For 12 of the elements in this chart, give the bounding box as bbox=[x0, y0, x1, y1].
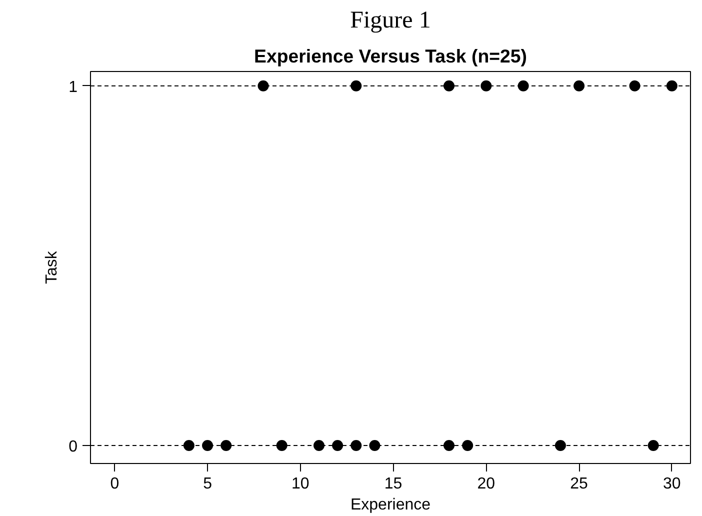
y-axis-title: Task bbox=[44, 250, 61, 284]
x-tick-label: 5 bbox=[203, 476, 212, 492]
caption: Figure 1 bbox=[350, 8, 431, 34]
chart-title: Experience Versus Task (n=25) bbox=[254, 46, 527, 66]
y-tick-label: 1 bbox=[68, 78, 78, 96]
x-tick-label: 10 bbox=[292, 476, 310, 492]
x-tick-label: 15 bbox=[384, 476, 402, 492]
x-tick-label: 20 bbox=[477, 476, 496, 492]
x-tick-label: 30 bbox=[663, 476, 681, 492]
x-tick-label: 0 bbox=[110, 476, 120, 492]
x-axis-title: Experience bbox=[350, 496, 431, 514]
x-tick-label: 25 bbox=[570, 476, 588, 492]
